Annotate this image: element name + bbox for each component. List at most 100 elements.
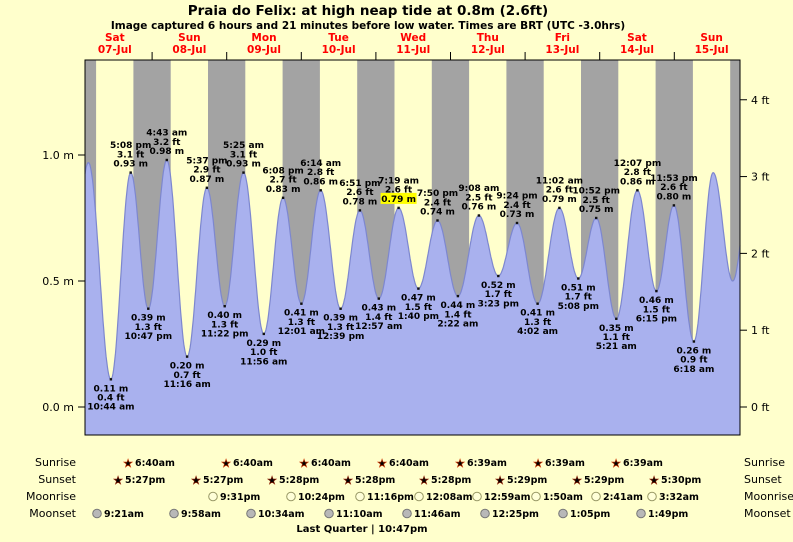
tide-event-low: 0.52 m1.7 ft3:23 pm: [478, 274, 519, 309]
tide-point-dot: [692, 340, 696, 343]
tide-event-high: 10:52 pm2.5 ft0.75 m: [572, 187, 620, 220]
tide-event-line: 7:19 am: [378, 177, 419, 187]
tide-event-line: 0.29 m: [246, 339, 281, 349]
moonset-time: 9:58am: [181, 509, 221, 520]
tide-event-high: 6:14 am2.8 ft0.86 m: [300, 159, 341, 192]
tide-point-dot: [147, 307, 150, 310]
tide-point-dot: [477, 214, 481, 217]
tide-point-dot: [185, 355, 189, 358]
tide-event-line: 0.9 ft: [680, 356, 708, 366]
y-axis-right-label: 2 ft: [751, 247, 770, 260]
day-dow-label: Mon: [251, 32, 276, 44]
day-dow-label: Fri: [555, 32, 570, 44]
sunrise-icon: ★: [533, 457, 543, 470]
tide-event-line: 12:39 pm: [317, 332, 365, 342]
tide-event-line: 7:50 pm: [417, 189, 458, 199]
tide-event-line: 6:14 am: [300, 159, 341, 169]
tide-point-dot: [397, 206, 400, 210]
tide-event-line: 0.41 m: [520, 309, 555, 319]
tide-event-line: 0.7 ft: [173, 371, 201, 381]
tide-point-dot: [129, 171, 132, 174]
tide-point-dot: [223, 305, 226, 308]
sunrise-time: 6:40am: [135, 458, 175, 469]
tide-point-dot: [615, 317, 618, 320]
tide-point-dot: [456, 294, 460, 298]
sunrise-icon: ★: [123, 457, 133, 470]
tide-event-line: 3.1 ft: [117, 150, 145, 160]
moonrise-icon: [472, 491, 482, 502]
tide-event-line: 0.51 m: [561, 284, 596, 294]
tide-event-line: 0.11 m: [94, 384, 129, 394]
tide-event-line: 1.5 ft: [643, 305, 671, 315]
tide-event-line: 0.83 m: [266, 185, 301, 195]
moonrise-time: 11:16pm: [367, 492, 414, 503]
tide-event-high: 4:43 am3.2 ft0.98 m: [146, 129, 187, 162]
tide-event-line: 2.7 ft: [269, 176, 297, 186]
day-dow-label: Sun: [700, 32, 723, 44]
tide-event-line: 1.1 ft: [603, 333, 631, 343]
tide-event-low: 0.51 m1.7 ft5:08 pm: [558, 277, 599, 312]
day-date-label: 10-Jul: [322, 44, 356, 56]
tide-event-high: 5:08 pm3.1 ft0.93 m: [110, 141, 151, 174]
tide-event-line: 5:08 pm: [558, 302, 599, 312]
tide-event-line: 0.79 m: [381, 195, 416, 205]
day-date-label: 08-Jul: [172, 44, 206, 56]
sunset-time: 5:27pm: [203, 475, 243, 486]
astro-row-label-right: Sunset: [744, 473, 782, 486]
moonset-time: 11:46am: [414, 509, 461, 520]
tide-event-line: 11:22 pm: [201, 330, 249, 340]
tide-event-line: 2.6 ft: [346, 188, 374, 198]
page-title: Praia do Felix: at high neap tide at 0.8…: [188, 3, 548, 19]
moonrise-icon: [531, 491, 541, 502]
sunrise-time: 6:39am: [623, 458, 663, 469]
moonrise-icon: [208, 491, 218, 502]
tide-event-high: 11:53 pm2.6 ft0.80 m: [650, 174, 698, 207]
tide-event-line: 0.98 m: [149, 147, 184, 157]
sunrise-entry: ★ 6:39am: [533, 457, 585, 471]
sunset-icon: ★: [343, 474, 353, 487]
tide-event-high: 9:24 pm2.4 ft0.73 m: [496, 192, 538, 225]
tide-event-line: 0.39 m: [323, 314, 358, 324]
sunrise-entry: ★ 6:39am: [455, 457, 507, 471]
tide-event-line: 0.74 m: [420, 208, 455, 218]
day-date-label: 11-Jul: [396, 44, 430, 56]
sunrise-entry: ★ 6:40am: [377, 457, 429, 471]
tide-event-high: 9:08 am2.5 ft0.76 m: [458, 184, 499, 217]
y-axis-right-label: 0 ft: [751, 401, 770, 414]
y-axis-right-label: 3 ft: [751, 171, 770, 184]
moonset-entry: 1:49pm: [636, 508, 688, 520]
sunrise-icon: ★: [221, 457, 231, 470]
tide-event-line: 10:44 am: [87, 403, 134, 413]
tide-point-dot: [377, 297, 380, 300]
sunset-time: 5:28pm: [279, 475, 319, 486]
moonset-entry: 1:05pm: [558, 508, 610, 520]
tide-event-high: 6:08 pm2.7 ft0.83 m: [262, 166, 304, 199]
moonset-entry: 11:10am: [324, 508, 383, 520]
tide-point-dot: [109, 378, 113, 381]
tide-event-line: 0.80 m: [657, 192, 692, 202]
tide-event-low: 0.44 m1.4 ft2:22 am: [437, 294, 478, 330]
moonrise-icon: [647, 491, 657, 502]
moonset-icon: [92, 508, 102, 519]
astro-row-label-left: Sunset: [38, 473, 76, 486]
tide-point-dot: [281, 196, 285, 199]
moonset-icon: [402, 508, 412, 519]
sunrise-icon: ★: [455, 457, 465, 470]
day-date-label: 12-Jul: [471, 44, 505, 56]
tide-event-high: 7:19 am2.6 ft0.79 m: [378, 177, 419, 210]
tide-point-dot: [636, 189, 639, 192]
sunrise-entry: ★ 6:40am: [299, 457, 351, 471]
sunrise-icon: ★: [611, 457, 621, 470]
tide-event-line: 0.79 m: [542, 195, 577, 205]
tide-event-line: 2.4 ft: [503, 201, 531, 211]
